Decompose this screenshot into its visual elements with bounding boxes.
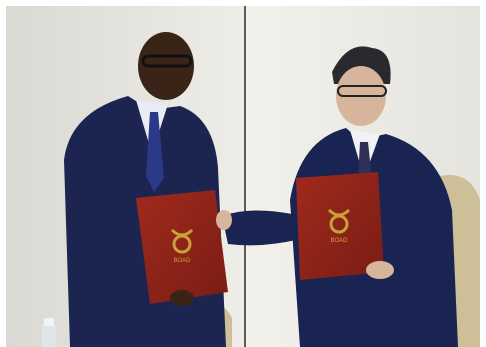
folder-right-logo-text: BOAD — [330, 238, 348, 244]
photo-frame-left — [0, 0, 6, 347]
photo-frame-right — [480, 0, 486, 347]
right-man-hand — [366, 261, 394, 279]
photo-frame-top — [0, 0, 486, 6]
wall-seam — [244, 0, 246, 347]
right-man-glasses — [337, 85, 387, 97]
left-man-glasses — [141, 54, 193, 68]
left-man-hand — [170, 290, 194, 306]
water-bottle-left — [42, 318, 56, 347]
folder-right-emblem — [327, 208, 351, 234]
folder-right: BOAD — [296, 172, 384, 280]
handshake-hand — [216, 210, 232, 230]
folder-left-logo-text: BOAD — [173, 258, 191, 264]
folder-left: BOAD — [136, 190, 228, 304]
folder-left-emblem — [170, 228, 194, 254]
right-man-arm — [222, 210, 296, 246]
left-man-tie — [146, 112, 164, 192]
